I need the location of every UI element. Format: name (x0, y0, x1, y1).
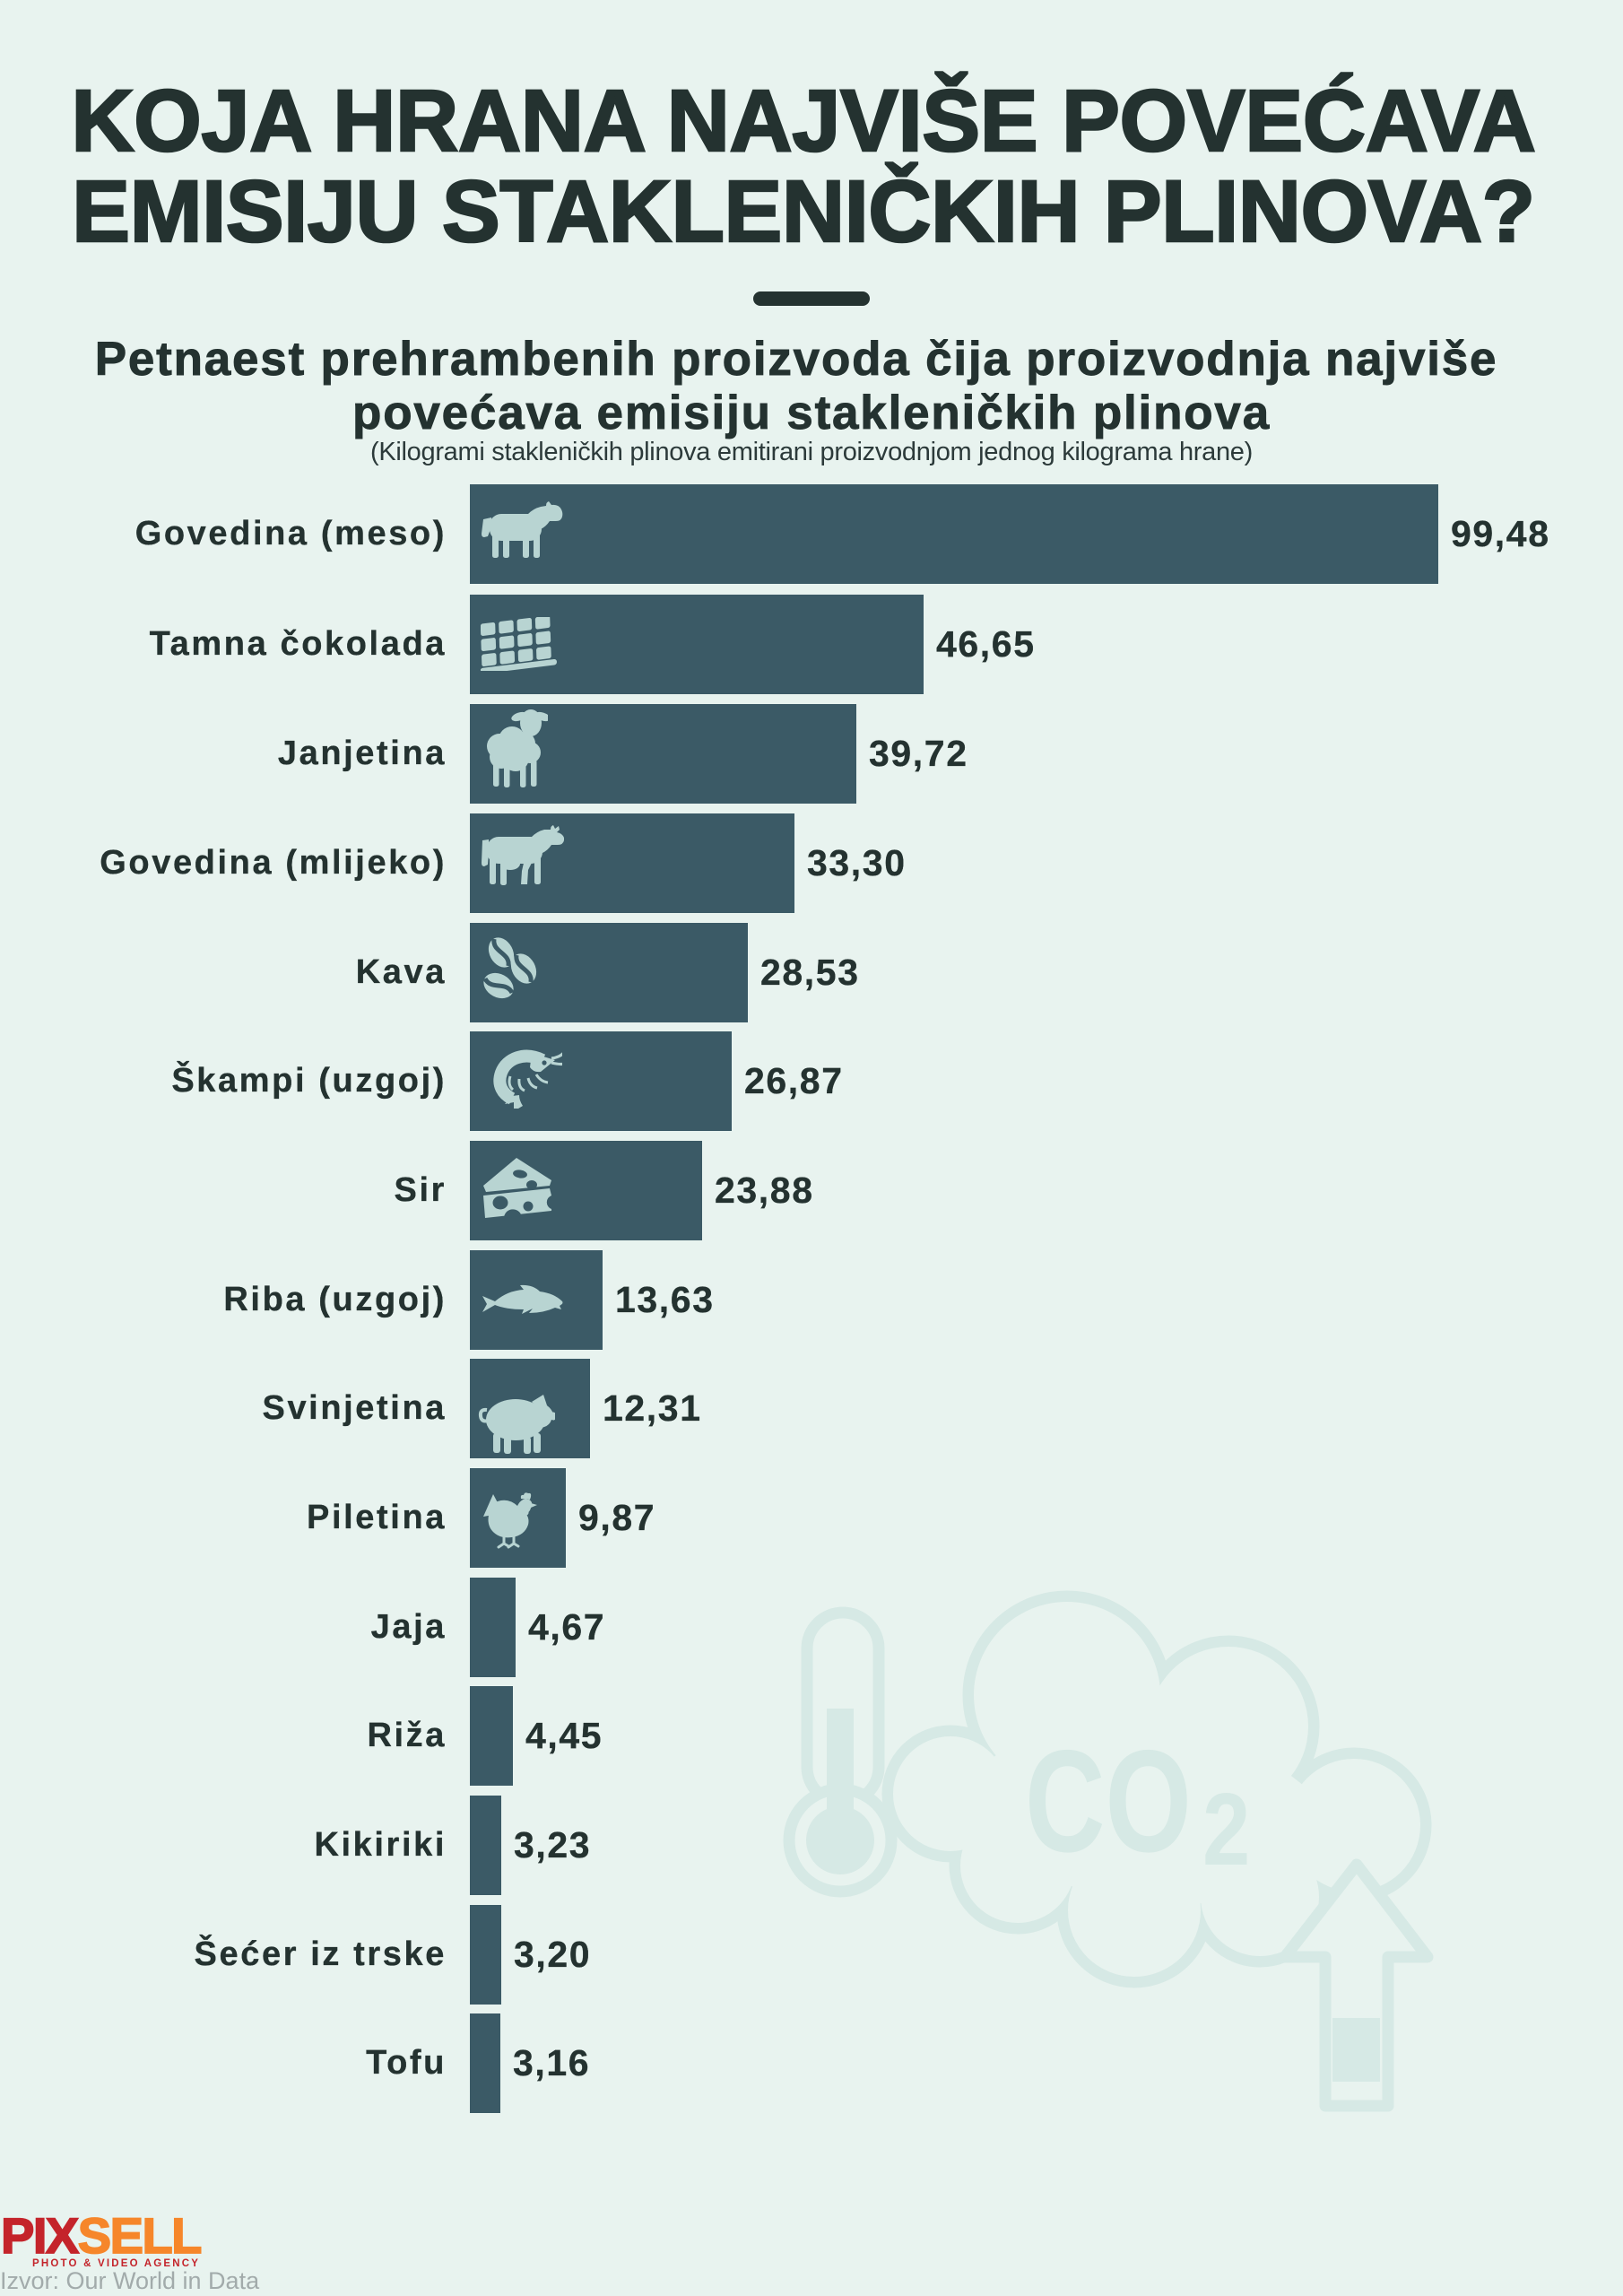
svg-text:CO: CO (1025, 1719, 1192, 1883)
svg-text:2: 2 (1202, 1773, 1250, 1887)
